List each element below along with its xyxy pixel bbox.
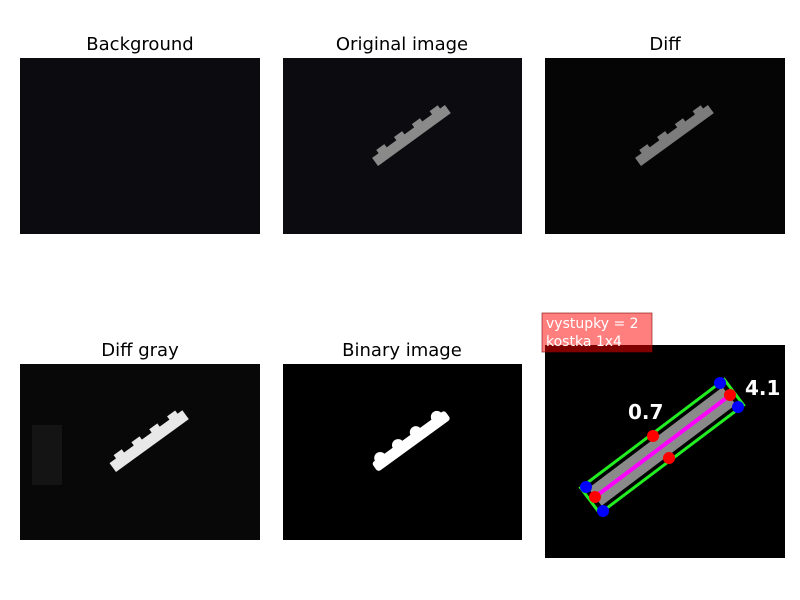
annotation-line: kostka 1x4 <box>546 334 622 350</box>
image <box>20 58 260 234</box>
points <box>580 377 744 517</box>
panel-title: Diff gray <box>101 340 179 361</box>
panel-title: Original image <box>336 34 468 55</box>
annotation-box <box>541 312 653 353</box>
panel-title: Binary image <box>342 340 462 361</box>
panel-title: Background <box>86 34 193 55</box>
panel-title: Diff <box>649 34 681 55</box>
brick <box>109 410 189 472</box>
noise <box>32 425 62 485</box>
brick <box>635 105 714 166</box>
measure-label: 0.7 <box>628 400 663 424</box>
brick <box>372 105 451 166</box>
annotation-line: vystupky = 2 <box>546 316 639 332</box>
measure-label: 4.1 <box>745 376 780 400</box>
brick <box>372 410 450 471</box>
